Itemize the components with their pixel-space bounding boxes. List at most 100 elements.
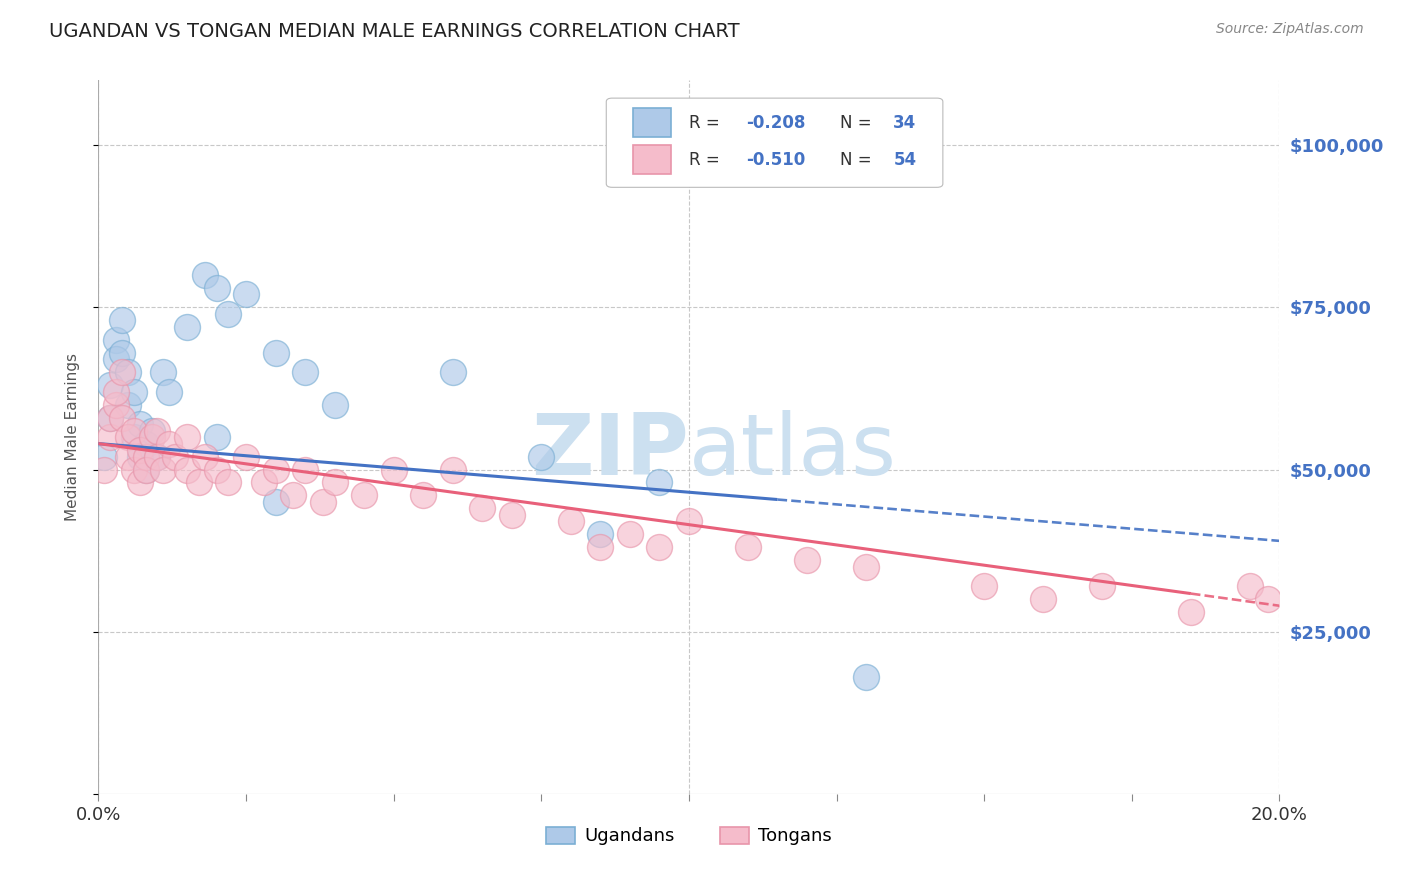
Point — [205, 430, 228, 444]
Point — [98, 378, 121, 392]
Point — [146, 450, 169, 464]
Point — [1032, 592, 1054, 607]
Point — [235, 450, 257, 464]
Text: UGANDAN VS TONGAN MEDIAN MALE EARNINGS CORRELATION CHART: UGANDAN VS TONGAN MEDIAN MALE EARNINGS C… — [49, 22, 740, 41]
Point — [589, 541, 612, 555]
Point — [264, 462, 287, 476]
Point — [141, 424, 163, 438]
Point — [117, 430, 139, 444]
Text: R =: R = — [689, 113, 725, 132]
Text: Source: ZipAtlas.com: Source: ZipAtlas.com — [1216, 22, 1364, 37]
Point — [1180, 605, 1202, 619]
Point — [501, 508, 523, 522]
Point — [441, 462, 464, 476]
Point — [205, 281, 228, 295]
Point — [152, 462, 174, 476]
Point — [737, 541, 759, 555]
FancyBboxPatch shape — [606, 98, 943, 187]
Point — [176, 430, 198, 444]
Point — [176, 319, 198, 334]
Point — [187, 475, 209, 490]
Point — [135, 462, 157, 476]
Point — [205, 462, 228, 476]
Point — [128, 443, 150, 458]
Point — [560, 515, 582, 529]
Point — [111, 345, 134, 359]
Text: ZIP: ZIP — [531, 409, 689, 493]
Point — [152, 365, 174, 379]
Point — [98, 430, 121, 444]
Point — [105, 398, 128, 412]
Point — [157, 436, 180, 450]
Point — [412, 488, 434, 502]
Point — [283, 488, 305, 502]
Point — [441, 365, 464, 379]
Point — [312, 495, 335, 509]
Point — [1091, 579, 1114, 593]
Point — [678, 515, 700, 529]
Point — [382, 462, 405, 476]
Point — [264, 345, 287, 359]
Text: N =: N = — [841, 113, 877, 132]
Text: atlas: atlas — [689, 409, 897, 493]
Point — [194, 268, 217, 282]
Point — [93, 462, 115, 476]
Point — [146, 450, 169, 464]
Point — [294, 365, 316, 379]
Point — [122, 424, 145, 438]
Point — [135, 436, 157, 450]
Point — [796, 553, 818, 567]
Point — [619, 527, 641, 541]
Point — [146, 424, 169, 438]
Text: R =: R = — [689, 151, 725, 169]
Point — [855, 559, 877, 574]
FancyBboxPatch shape — [634, 109, 671, 137]
FancyBboxPatch shape — [634, 145, 671, 174]
Point — [589, 527, 612, 541]
Point — [353, 488, 375, 502]
Point — [165, 450, 187, 464]
Point — [135, 450, 157, 464]
Point — [294, 462, 316, 476]
Point — [122, 384, 145, 399]
Legend: Ugandans, Tongans: Ugandans, Tongans — [538, 820, 839, 853]
Point — [98, 410, 121, 425]
Point — [855, 670, 877, 684]
Point — [117, 365, 139, 379]
Point — [111, 365, 134, 379]
Text: 34: 34 — [893, 113, 917, 132]
Point — [128, 417, 150, 431]
Point — [105, 384, 128, 399]
Point — [128, 475, 150, 490]
Point — [111, 313, 134, 327]
Point — [117, 398, 139, 412]
Text: 54: 54 — [893, 151, 917, 169]
Point — [117, 450, 139, 464]
Point — [176, 462, 198, 476]
Point — [135, 462, 157, 476]
Point — [323, 475, 346, 490]
Point — [105, 352, 128, 367]
Point — [128, 450, 150, 464]
Point — [973, 579, 995, 593]
Point — [194, 450, 217, 464]
Point — [98, 410, 121, 425]
Point — [141, 430, 163, 444]
Point — [93, 450, 115, 464]
Point — [253, 475, 276, 490]
Point — [235, 287, 257, 301]
Point — [122, 430, 145, 444]
Point — [157, 384, 180, 399]
Text: N =: N = — [841, 151, 877, 169]
Text: -0.510: -0.510 — [745, 151, 804, 169]
Point — [264, 495, 287, 509]
Point — [323, 398, 346, 412]
Point — [648, 541, 671, 555]
Point — [111, 410, 134, 425]
Point — [1257, 592, 1279, 607]
Text: -0.208: -0.208 — [745, 113, 806, 132]
Y-axis label: Median Male Earnings: Median Male Earnings — [65, 353, 80, 521]
Point — [530, 450, 553, 464]
Point — [1239, 579, 1261, 593]
Point — [105, 333, 128, 347]
